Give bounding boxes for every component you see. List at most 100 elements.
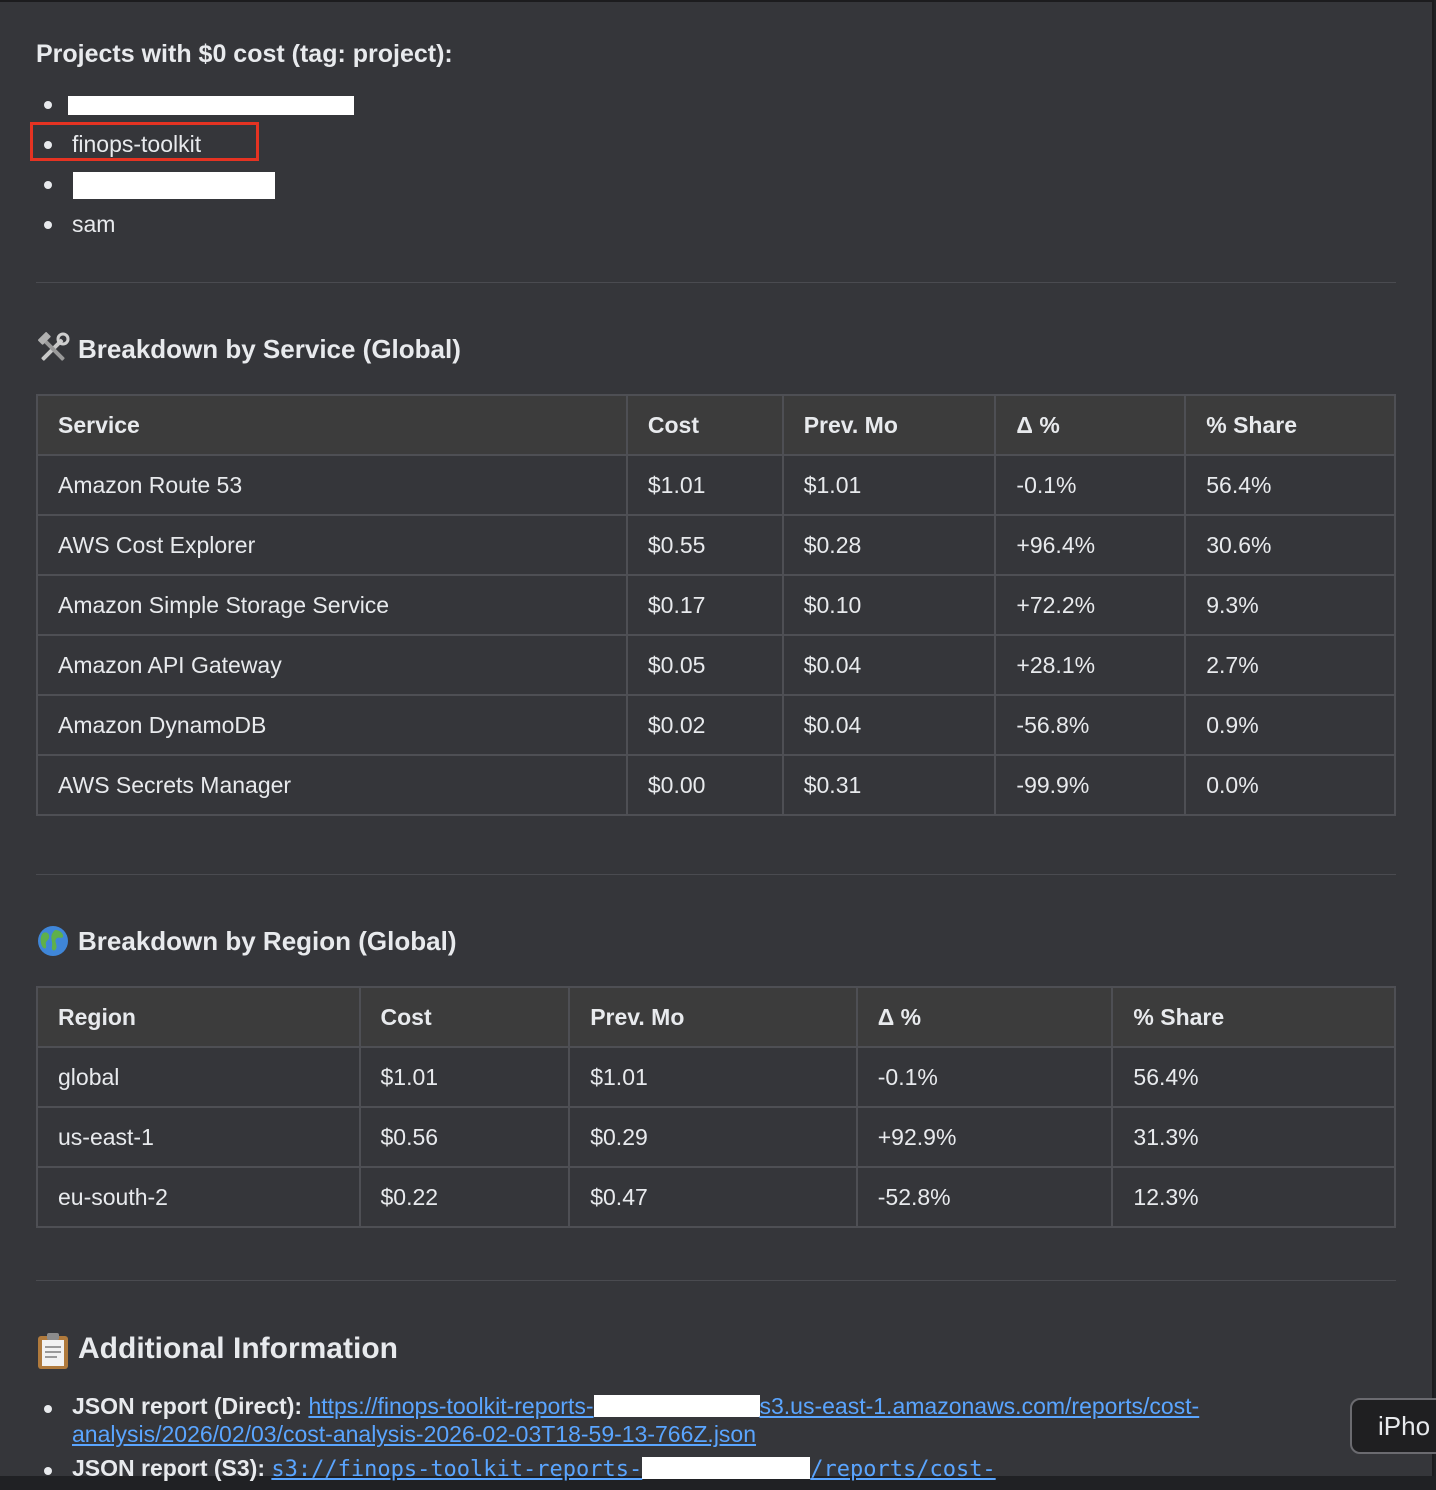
redacted-block bbox=[68, 96, 354, 116]
redacted-block bbox=[593, 1395, 760, 1417]
table-row: eu-south-2 $0.22 $0.47 -52.8% 12.3% bbox=[36, 1166, 1396, 1228]
json-s3-link[interactable]: s3://finops-toolkit-reports- /reports/cos… bbox=[271, 1457, 996, 1482]
prev-month-cell: $0.04 bbox=[781, 694, 997, 756]
table-row: AWS Cost Explorer $0.55 $0.28 +96.4% 30.… bbox=[36, 514, 1396, 576]
section-title-text: Breakdown by Region (Global) bbox=[78, 925, 457, 956]
service-name: Amazon API Gateway bbox=[36, 634, 628, 696]
highlight-box bbox=[30, 122, 259, 161]
info-section-title: Additional Information bbox=[36, 1332, 398, 1369]
link-text: /reports/cost- bbox=[810, 1457, 996, 1482]
share-cell: 56.4% bbox=[1184, 454, 1396, 516]
json-s3-label: JSON report (S3): bbox=[72, 1455, 265, 1481]
divider bbox=[36, 1280, 1396, 1281]
prev-month-cell: $0.29 bbox=[568, 1106, 858, 1168]
bullet-icon bbox=[44, 1467, 52, 1475]
redacted-block bbox=[73, 172, 275, 200]
service-name: Amazon DynamoDB bbox=[36, 694, 628, 756]
clipboard-icon bbox=[36, 1332, 70, 1369]
info-list: JSON report (Direct): https://finops-too… bbox=[36, 1392, 1396, 1490]
link-text: s3://finops-toolkit-reports- bbox=[271, 1457, 643, 1482]
share-cell: 0.9% bbox=[1184, 694, 1396, 756]
column-header: Prev. Mo bbox=[568, 986, 858, 1048]
list-item: JSON report (S3): s3://finops-toolkit-re… bbox=[36, 1454, 1396, 1484]
bullet-icon bbox=[44, 1405, 52, 1413]
link-text: s3.us-east-1.amazonaws.com/reports/cost- bbox=[759, 1393, 1200, 1419]
column-header: Service bbox=[36, 394, 628, 456]
prev-month-cell: $0.10 bbox=[781, 574, 997, 636]
cost-cell: $0.22 bbox=[358, 1166, 571, 1228]
table-row: Amazon Simple Storage Service $0.17 $0.1… bbox=[36, 574, 1396, 636]
divider bbox=[36, 874, 1396, 875]
cost-cell: $0.00 bbox=[625, 754, 784, 816]
cost-cell: $0.55 bbox=[625, 514, 784, 576]
service-name: Amazon Route 53 bbox=[36, 454, 628, 516]
column-header: Δ % bbox=[994, 394, 1187, 456]
table-header-row: Region Cost Prev. Mo Δ % % Share bbox=[36, 986, 1396, 1048]
table-row: Amazon API Gateway $0.05 $0.04 +28.1% 2.… bbox=[36, 634, 1396, 696]
share-cell: 0.0% bbox=[1184, 754, 1396, 816]
column-header: Prev. Mo bbox=[781, 394, 997, 456]
bullet-icon bbox=[44, 141, 52, 149]
list-item bbox=[36, 84, 436, 124]
table-row: Amazon DynamoDB $0.02 $0.04 -56.8% 0.9% bbox=[36, 694, 1396, 756]
bullet-icon bbox=[44, 181, 52, 189]
hammer-and-wrench-icon bbox=[36, 332, 70, 366]
region-table: Region Cost Prev. Mo Δ % % Share global … bbox=[36, 986, 1396, 1228]
cost-cell: $0.02 bbox=[625, 694, 784, 756]
bullet-icon bbox=[44, 221, 52, 229]
column-header: Cost bbox=[625, 394, 784, 456]
list-item bbox=[36, 164, 436, 204]
floating-button[interactable]: iPho bbox=[1350, 1398, 1436, 1454]
delta-cell: -52.8% bbox=[855, 1166, 1114, 1228]
section-title-text: Breakdown by Service (Global) bbox=[78, 333, 461, 364]
cost-cell: $0.17 bbox=[625, 574, 784, 636]
project-label: finops-toolkit bbox=[72, 131, 202, 157]
region-name: global bbox=[36, 1046, 361, 1108]
prev-month-cell: $0.31 bbox=[781, 754, 997, 816]
delta-cell: +96.4% bbox=[994, 514, 1187, 576]
table-header-row: Service Cost Prev. Mo Δ % % Share bbox=[36, 394, 1396, 456]
project-label: sam bbox=[72, 211, 116, 237]
cost-cell: $0.05 bbox=[625, 634, 784, 696]
prev-month-cell: $0.47 bbox=[568, 1166, 858, 1228]
json-direct-label: JSON report (Direct): bbox=[72, 1393, 303, 1419]
prev-month-cell: $0.04 bbox=[781, 634, 997, 696]
table-row: us-east-1 $0.56 $0.29 +92.9% 31.3% bbox=[36, 1106, 1396, 1168]
table-row: Amazon Route 53 $1.01 $1.01 -0.1% 56.4% bbox=[36, 454, 1396, 516]
redacted-block bbox=[642, 1457, 811, 1479]
divider bbox=[36, 282, 1396, 283]
share-cell: 9.3% bbox=[1184, 574, 1396, 636]
zero-cost-projects-list: finops-toolkit sam bbox=[36, 84, 436, 244]
section-title-text: Additional Information bbox=[78, 1332, 398, 1365]
list-item: JSON report (Direct): https://finops-too… bbox=[36, 1392, 1396, 1448]
json-direct-link[interactable]: https://finops-toolkit-reports-s3.us-eas… bbox=[72, 1393, 1199, 1447]
link-text: https://finops-toolkit-reports- bbox=[308, 1393, 594, 1419]
cost-cell: $0.56 bbox=[358, 1106, 571, 1168]
prev-month-cell: $1.01 bbox=[781, 454, 997, 516]
delta-cell: -0.1% bbox=[855, 1046, 1114, 1108]
service-name: Amazon Simple Storage Service bbox=[36, 574, 628, 636]
share-cell: 30.6% bbox=[1184, 514, 1396, 576]
table-row: AWS Secrets Manager $0.00 $0.31 -99.9% 0… bbox=[36, 754, 1396, 816]
table-row: global $1.01 $1.01 -0.1% 56.4% bbox=[36, 1046, 1396, 1108]
delta-cell: +92.9% bbox=[855, 1106, 1114, 1168]
globe-icon bbox=[36, 924, 70, 958]
zero-cost-projects-title: Projects with $0 cost (tag: project): bbox=[36, 40, 453, 68]
region-section-title: Breakdown by Region (Global) bbox=[36, 924, 456, 958]
service-table: Service Cost Prev. Mo Δ % % Share Amazon… bbox=[36, 394, 1396, 816]
link-text: analysis/2026/02/03/cost-analysis-2026-0… bbox=[72, 1421, 757, 1447]
share-cell: 2.7% bbox=[1184, 634, 1396, 696]
cost-cell: $1.01 bbox=[358, 1046, 571, 1108]
prev-month-cell: $0.28 bbox=[781, 514, 997, 576]
delta-cell: -56.8% bbox=[994, 694, 1187, 756]
share-cell: 31.3% bbox=[1111, 1106, 1396, 1168]
prev-month-cell: $1.01 bbox=[568, 1046, 858, 1108]
column-header: % Share bbox=[1111, 986, 1396, 1048]
delta-cell: -99.9% bbox=[994, 754, 1187, 816]
delta-cell: -0.1% bbox=[994, 454, 1187, 516]
region-name: us-east-1 bbox=[36, 1106, 361, 1168]
column-header: Cost bbox=[358, 986, 571, 1048]
share-cell: 12.3% bbox=[1111, 1166, 1396, 1228]
region-name: eu-south-2 bbox=[36, 1166, 361, 1228]
